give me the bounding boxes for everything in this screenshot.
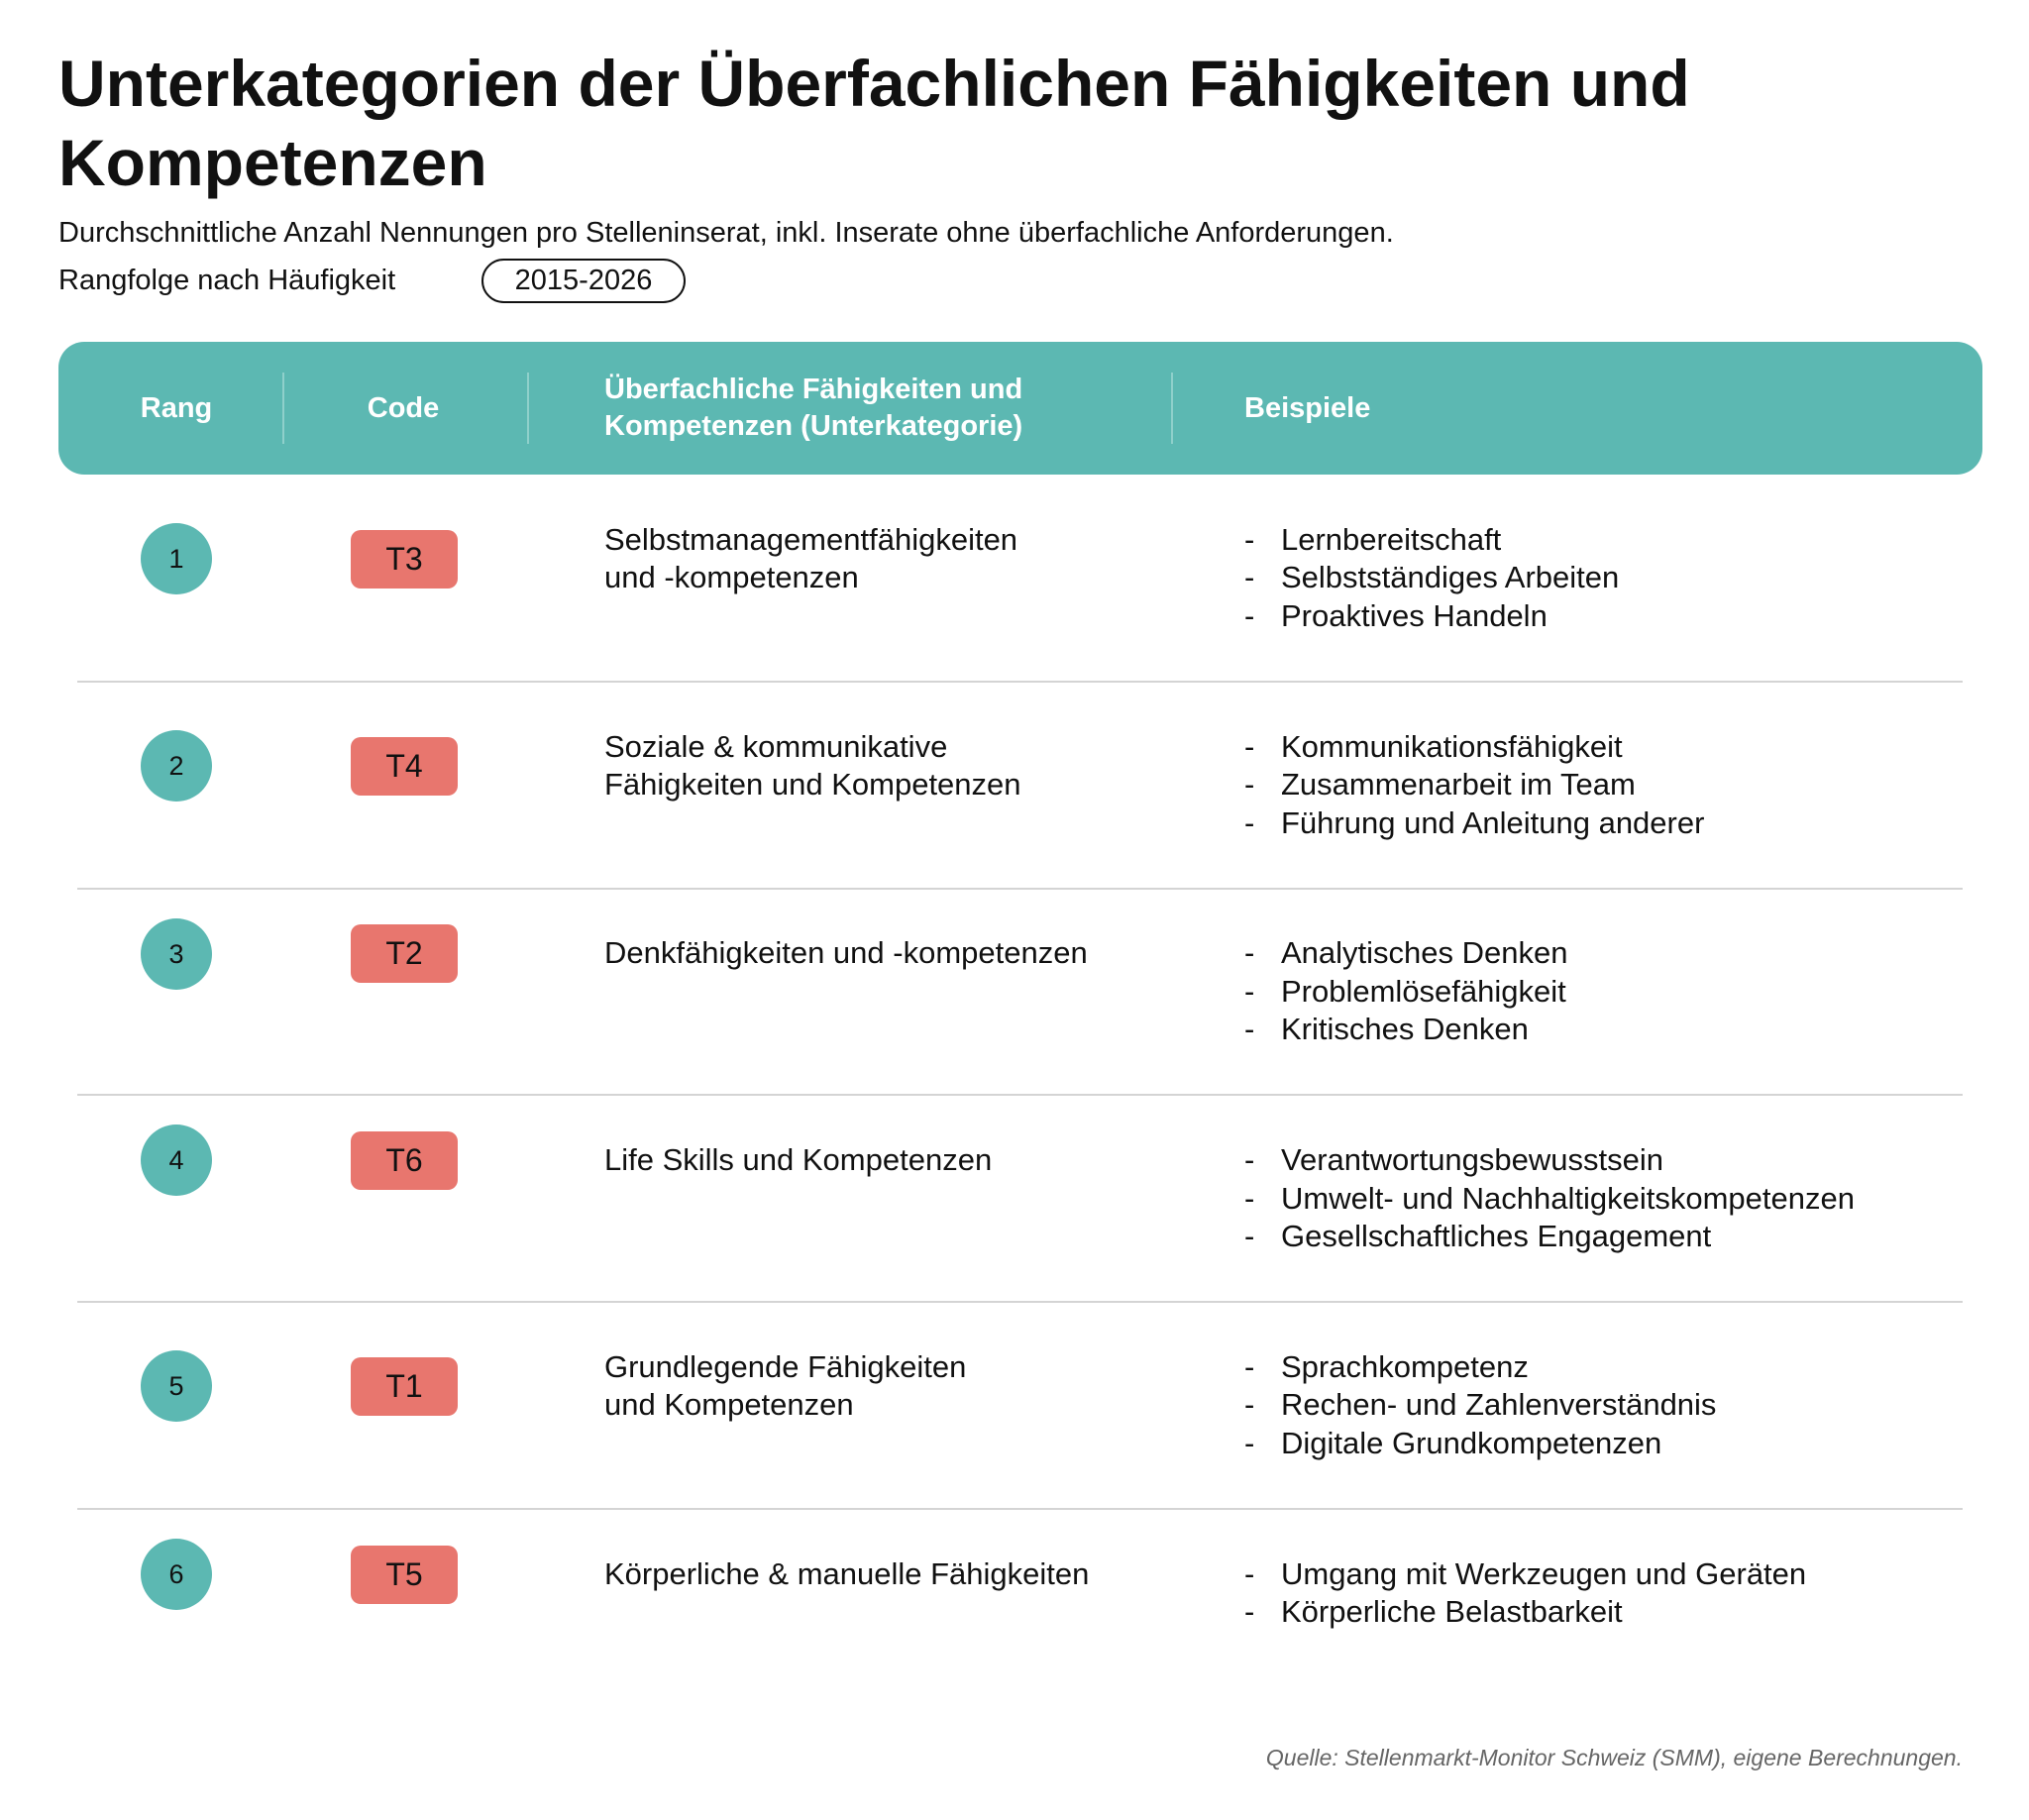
example: Kommunikationsfähigkeit (1281, 728, 1623, 764)
bullet: - (1244, 804, 1255, 840)
example: Verantwortungsbewusstsein (1281, 1142, 1664, 1178)
bullet: - (1244, 1555, 1255, 1591)
example: Problemlösefähigkeit (1281, 973, 1566, 1009)
rank-badge: 2 (141, 730, 212, 803)
category-name: und -kompetenzen (604, 560, 859, 595)
column-header: Rang (140, 392, 213, 424)
column-header: Überfachliche Fähigkeiten und Kompetenze… (604, 374, 1023, 442)
category-name: Selbstmanagementfähigkeiten (604, 521, 1018, 557)
bullet: - (1244, 521, 1255, 557)
bullet: - (1244, 1180, 1255, 1216)
category-name: Soziale & kommunikative (604, 728, 948, 764)
example: Umgang mit Werkzeugen und Geräten (1281, 1555, 1807, 1591)
ranking-note: Rangfolge nach Häufigkeit (58, 265, 396, 296)
category-name: Denkfähigkeiten und -kompetenzen (604, 935, 1088, 971)
example: Zusammenarbeit im Team (1281, 767, 1636, 803)
header-separator (282, 373, 284, 444)
header-separator (1171, 373, 1173, 444)
example: Proaktives Handeln (1281, 597, 1548, 633)
category-name: und Kompetenzen (604, 1387, 854, 1423)
example: Selbstständiges Arbeiten (1281, 560, 1620, 595)
row-separator (77, 680, 1963, 683)
title: Unterkategorien der Überfachlichen Fähig… (58, 47, 1690, 199)
category-name: Grundlegende Fähigkeiten (604, 1348, 967, 1384)
code-badge: T2 (351, 924, 458, 984)
code-badge: T3 (351, 529, 458, 589)
column-header: Beispiele (1244, 392, 1371, 424)
row-separator (77, 1301, 1963, 1304)
example: Analytisches Denken (1281, 935, 1568, 971)
bullet: - (1244, 1425, 1255, 1460)
row-separator (77, 1094, 1963, 1097)
code-badge: T1 (351, 1356, 458, 1416)
rank-badge: 4 (141, 1124, 212, 1197)
category-name: Life Skills und Kompetenzen (604, 1142, 993, 1178)
category-name: Fähigkeiten und Kompetenzen (604, 767, 1021, 803)
bullet: - (1244, 1348, 1255, 1384)
code-badge: T5 (351, 1545, 458, 1604)
header-separator (527, 373, 529, 444)
bullet: - (1244, 1387, 1255, 1423)
example: Führung und Anleitung anderer (1281, 804, 1705, 840)
bullet: - (1244, 767, 1255, 803)
bullet: - (1244, 935, 1255, 971)
bullet: - (1244, 973, 1255, 1009)
bullet: - (1244, 1219, 1255, 1254)
bullet: - (1244, 728, 1255, 764)
row-separator (77, 887, 1963, 890)
source: Quelle: Stellenmarkt-Monitor Schweiz (SM… (1265, 1745, 1963, 1770)
bullet: - (1244, 1012, 1255, 1047)
code-badge: T4 (351, 736, 458, 796)
rank-badge: 5 (141, 1350, 212, 1423)
code-badge: T6 (351, 1130, 458, 1190)
table-header (58, 342, 1982, 475)
bullet: - (1244, 597, 1255, 633)
example: Umwelt- und Nachhaltigkeitskompetenzen (1281, 1180, 1855, 1216)
rank-badge: 3 (141, 917, 212, 990)
bullet: - (1244, 1594, 1255, 1630)
example: Digitale Grundkompetenzen (1281, 1425, 1662, 1460)
example: Körperliche Belastbarkeit (1281, 1594, 1623, 1630)
example: Sprachkompetenz (1281, 1348, 1529, 1384)
period-pill: 2015-2026 (481, 259, 686, 303)
bullet: - (1244, 560, 1255, 595)
subtitle: Durchschnittliche Anzahl Nennungen pro S… (58, 217, 1394, 249)
example: Lernbereitschaft (1281, 521, 1502, 557)
category-name: Körperliche & manuelle Fähigkeiten (604, 1555, 1090, 1591)
bullet: - (1244, 1142, 1255, 1178)
example: Gesellschaftliches Engagement (1281, 1219, 1712, 1254)
rank-badge: 6 (141, 1539, 212, 1610)
example: Kritisches Denken (1281, 1012, 1529, 1047)
column-header: Code (367, 392, 440, 424)
rank-badge: 1 (141, 523, 212, 595)
row-separator (77, 1508, 1963, 1510)
example: Rechen- und Zahlenverständnis (1281, 1387, 1717, 1423)
